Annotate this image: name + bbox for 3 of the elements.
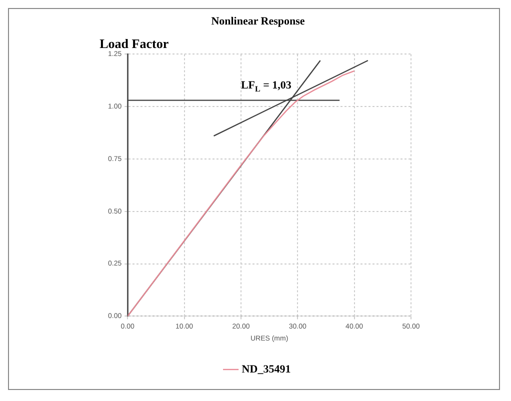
y-axis-title: Load Factor [100,36,169,52]
legend-label: ND_35491 [242,363,291,376]
chart-title: Nonlinear Response [211,15,305,28]
